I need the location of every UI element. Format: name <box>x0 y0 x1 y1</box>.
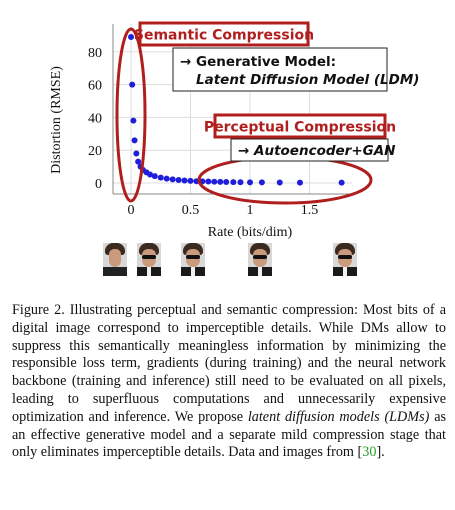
x-tick-label: 0 <box>128 203 135 218</box>
data-point <box>187 177 194 184</box>
caption-paragraph-1: Figure 2. Illustrating perceptual and se… <box>12 302 446 425</box>
generative-model-line2: Latent Diffusion Model (LDM) <box>196 72 419 88</box>
autoencoder-box <box>230 138 389 162</box>
face-thumbnail-2 <box>137 243 161 276</box>
face-thumbnail-1 <box>103 243 127 276</box>
caption-p2-emphasis: latent diffusion models (LDMs) <box>247 408 430 425</box>
y-axis-label: Distortion (RMSE) <box>49 66 64 174</box>
citation-link[interactable]: 30 <box>362 444 377 461</box>
chart-axes <box>112 24 352 195</box>
data-point <box>157 174 164 181</box>
data-point <box>181 177 188 184</box>
data-point <box>223 179 230 186</box>
perceptual-label-box <box>213 113 387 139</box>
data-point <box>175 177 182 184</box>
perceptual-compression-label: Perceptual Compression <box>204 120 396 136</box>
figure-2: 0 0.5 1 1.5 0 20 40 60 80 Distortion (RMSE) Rate… <box>49 21 419 276</box>
face-thumbnail-4 <box>248 243 272 276</box>
data-point <box>338 179 345 186</box>
figure-caption: Figure 2. Illustrating perceptual and se… <box>12 302 446 462</box>
semantic-compression-label: Semantic Compression <box>134 28 314 44</box>
y-tick-label: 60 <box>88 79 102 94</box>
data-point <box>247 179 253 186</box>
x-tick-label: 0.5 <box>182 203 200 218</box>
autoencoder-label: → Autoencoder+GAN <box>238 143 396 159</box>
data-point <box>237 179 244 186</box>
data-point <box>163 175 170 182</box>
data-point <box>151 173 158 180</box>
data-point <box>211 178 218 185</box>
rate-distortion-chart: 0 0.5 1 1.5 0 20 40 60 80 Distortion (RMSE) Rate… <box>49 21 419 240</box>
y-tick-label: 80 <box>88 46 102 61</box>
x-axis-label: Rate (bits/dim) <box>208 225 293 240</box>
data-point <box>230 179 237 186</box>
data-point <box>276 179 283 186</box>
y-tick-label: 20 <box>88 144 102 159</box>
data-point <box>205 178 212 185</box>
chart-ticks: 0 0.5 1 1.5 0 20 40 60 80 <box>88 46 318 218</box>
semantic-ellipse <box>115 27 147 203</box>
caption-p2-end: ]. <box>376 444 385 461</box>
face-thumbnail-5 <box>333 243 357 276</box>
generative-model-box <box>172 47 388 92</box>
data-point <box>130 117 137 124</box>
data-points <box>128 34 345 186</box>
data-point <box>128 34 134 41</box>
semantic-label-box <box>138 21 310 47</box>
face-thumbnail-3 <box>181 243 205 276</box>
generative-model-line1: → Generative Model: <box>180 54 336 70</box>
data-point <box>131 137 138 144</box>
x-tick-label: 1 <box>247 203 254 218</box>
data-point <box>217 178 224 185</box>
data-point <box>129 81 136 88</box>
data-point <box>135 158 142 165</box>
x-tick-label: 1.5 <box>301 203 319 218</box>
caption-p2-after: as an effective generative model and a s… <box>12 408 447 461</box>
caption-p2-before: We propose <box>174 408 248 425</box>
data-point <box>147 171 154 178</box>
y-tick-label: 0 <box>95 177 102 192</box>
data-point <box>258 179 265 186</box>
data-point <box>296 179 303 186</box>
data-point <box>169 176 176 183</box>
y-tick-label: 40 <box>88 111 102 126</box>
data-point <box>133 150 140 157</box>
